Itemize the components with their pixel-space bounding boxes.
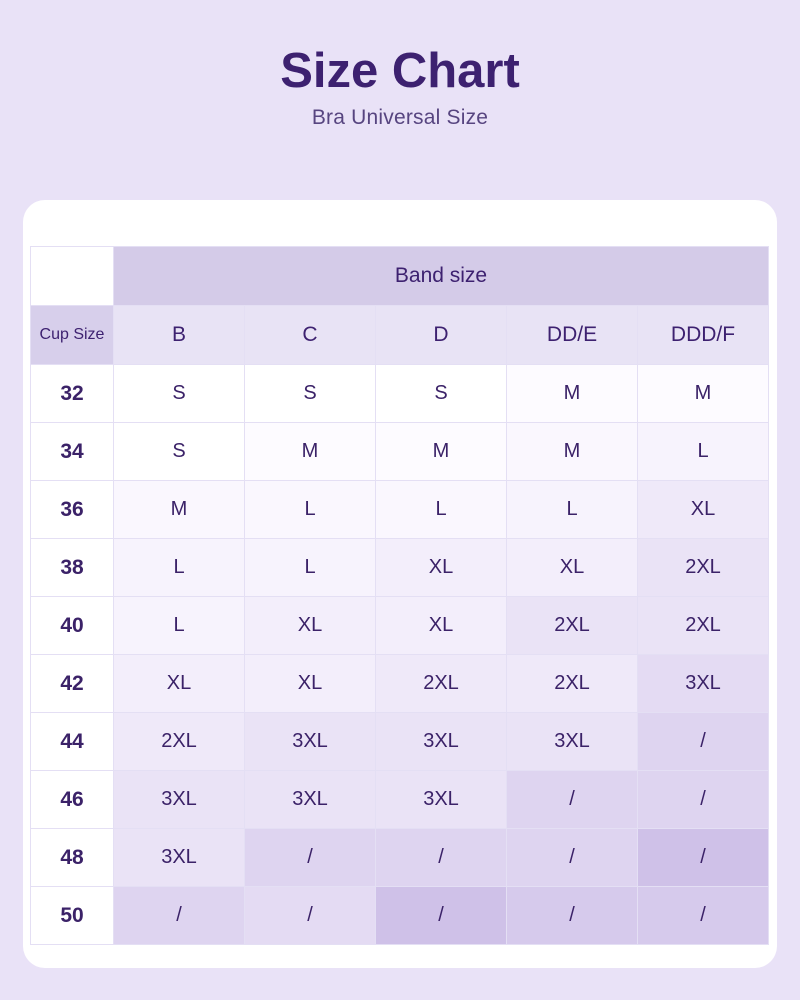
cell-38-DDD-F: 2XL: [636, 538, 770, 597]
cell-32-D: S: [375, 364, 507, 423]
row-header-band-50: 50: [30, 886, 114, 945]
table-row: 32 S S S M M: [30, 364, 770, 423]
cell-46-D: 3XL: [375, 770, 507, 829]
cell-42-DDD-F: 3XL: [636, 654, 770, 713]
cell-46-B: 3XL: [113, 770, 245, 829]
cell-50-D: /: [375, 886, 507, 945]
cell-50-DD-E: /: [506, 886, 638, 945]
column-header-b: B: [113, 305, 245, 365]
row-header-band-38: 38: [30, 538, 114, 597]
cell-44-C: 3XL: [244, 712, 376, 771]
row-header-band-48: 48: [30, 828, 114, 887]
cell-38-DD-E: XL: [506, 538, 638, 597]
cell-32-B: S: [113, 364, 245, 423]
cell-50-B: /: [113, 886, 245, 945]
row-header-band-42: 42: [30, 654, 114, 713]
cell-48-D: /: [375, 828, 507, 887]
column-header-d: D: [375, 305, 507, 365]
cell-48-B: 3XL: [113, 828, 245, 887]
cell-50-DDD-F: /: [636, 886, 770, 945]
cell-40-D: XL: [375, 596, 507, 655]
cell-36-C: L: [244, 480, 376, 539]
cell-46-DD-E: /: [506, 770, 638, 829]
cell-36-B: M: [113, 480, 245, 539]
cell-38-B: L: [113, 538, 245, 597]
column-header-dd-e: DD/E: [506, 305, 638, 365]
cell-40-C: XL: [244, 596, 376, 655]
cup-size-header: Cup Size: [30, 305, 114, 365]
cell-46-DDD-F: /: [636, 770, 770, 829]
row-header-band-36: 36: [30, 480, 114, 539]
cell-40-DD-E: 2XL: [506, 596, 638, 655]
cell-34-DDD-F: L: [636, 422, 770, 481]
size-chart-card: Band size Cup Size B C D DD/E DDD/F 32 S S…: [23, 200, 777, 968]
size-chart-table: Band size Cup Size B C D DD/E DDD/F 32 S S…: [30, 246, 770, 945]
cell-44-DDD-F: /: [636, 712, 770, 771]
cell-44-DD-E: 3XL: [506, 712, 638, 771]
cell-36-DD-E: L: [506, 480, 638, 539]
page-subtitle: Bra Universal Size: [311, 106, 489, 130]
table-row: 34 S M M M L: [30, 422, 770, 481]
cell-42-DD-E: 2XL: [506, 654, 638, 713]
row-header-band-44: 44: [30, 712, 114, 771]
cell-48-DDD-F: /: [636, 828, 770, 887]
cell-36-D: L: [375, 480, 507, 539]
page-title: Size Chart: [280, 44, 520, 98]
cell-34-DD-E: M: [506, 422, 638, 481]
cell-42-B: XL: [113, 654, 245, 713]
cell-40-DDD-F: 2XL: [636, 596, 770, 655]
cell-34-D: M: [375, 422, 507, 481]
cell-46-C: 3XL: [244, 770, 376, 829]
cell-40-B: L: [113, 596, 245, 655]
column-header-row: Cup Size B C D DD/E DDD/F: [30, 305, 770, 365]
row-header-band-40: 40: [30, 596, 114, 655]
cell-32-DDD-F: M: [636, 364, 770, 423]
table-row: 48 3XL / / / /: [30, 828, 770, 887]
cell-42-C: XL: [244, 654, 376, 713]
band-size-header: Band size: [112, 246, 770, 306]
column-header-c: C: [244, 305, 376, 365]
cell-36-DDD-F: XL: [636, 480, 770, 539]
cell-44-B: 2XL: [113, 712, 245, 771]
band-size-header-row: Band size: [30, 246, 770, 306]
table-row: 44 2XL 3XL 3XL 3XL /: [30, 712, 770, 771]
cell-38-C: L: [244, 538, 376, 597]
table-row: 40 L XL XL 2XL 2XL: [30, 596, 770, 655]
cell-42-D: 2XL: [375, 654, 507, 713]
cell-50-C: /: [244, 886, 376, 945]
cell-38-D: XL: [375, 538, 507, 597]
cell-34-C: M: [244, 422, 376, 481]
page-header: Size Chart Bra Universal Size: [0, 0, 800, 130]
table-row: 36 M L L L XL: [30, 480, 770, 539]
row-header-band-34: 34: [30, 422, 114, 481]
cell-32-DD-E: M: [506, 364, 638, 423]
table-row: 38 L L XL XL 2XL: [30, 538, 770, 597]
cell-32-C: S: [244, 364, 376, 423]
table-row: 42 XL XL 2XL 2XL 3XL: [30, 654, 770, 713]
table-row: 50// / / /: [30, 886, 770, 945]
cell-48-DD-E: /: [506, 828, 638, 887]
table-head: Band size Cup Size B C D DD/E DDD/F: [30, 246, 770, 365]
column-header-ddd-f: DDD/F: [636, 305, 770, 365]
cell-44-D: 3XL: [375, 712, 507, 771]
table-row: 46 3XL 3XL 3XL / /: [30, 770, 770, 829]
corner-blank-cell: [30, 246, 114, 306]
row-header-band-32: 32: [30, 364, 114, 423]
row-header-band-46: 46: [30, 770, 114, 829]
cell-34-B: S: [113, 422, 245, 481]
cell-48-C: /: [244, 828, 376, 887]
table-body: 32 S S S M M 34 S M M M L 36 M L L L XL 38 L L XL XL 2XL 40 L XL XL…: [30, 364, 770, 945]
